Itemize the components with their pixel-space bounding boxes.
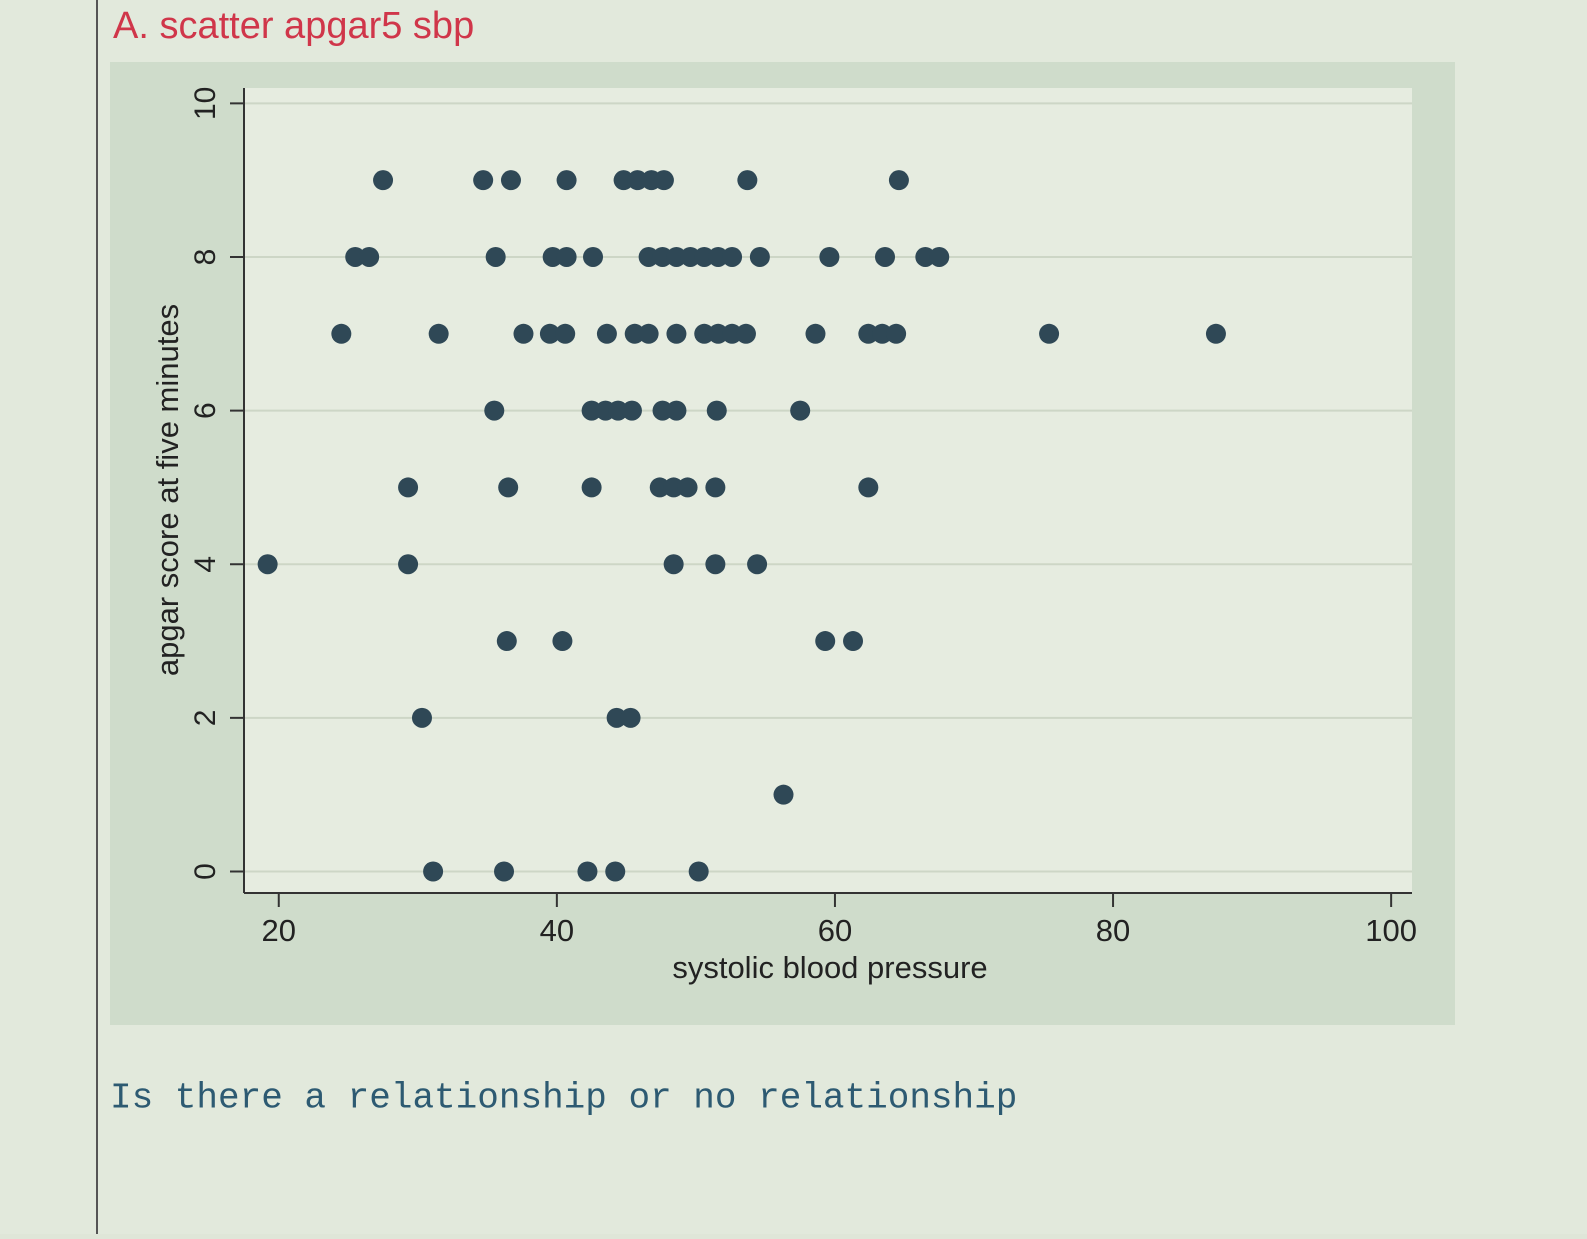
- point: [513, 323, 534, 344]
- point: [428, 323, 449, 344]
- point: [708, 246, 729, 267]
- point: [620, 707, 641, 728]
- point: [500, 170, 521, 191]
- point: [555, 323, 576, 344]
- point: [705, 554, 726, 575]
- plot: 0 2 4 6 8 10 20 40 60 80 100: [189, 87, 1417, 949]
- point: [680, 246, 701, 267]
- y-tick-label: 0: [189, 863, 222, 880]
- point: [606, 707, 627, 728]
- point: [624, 323, 645, 344]
- point: [485, 246, 506, 267]
- point: [705, 477, 726, 498]
- x-tick-label: 60: [818, 913, 852, 948]
- command-title: A. scatter apgar5 sbp: [113, 5, 474, 47]
- point: [1205, 323, 1226, 344]
- point: [790, 400, 811, 421]
- point: [805, 323, 826, 344]
- point: [694, 323, 715, 344]
- point: [556, 170, 577, 191]
- point: [694, 246, 715, 267]
- point: [747, 554, 768, 575]
- point: [872, 323, 893, 344]
- point: [735, 323, 756, 344]
- x-tick-label: 20: [262, 913, 296, 948]
- point: [484, 400, 505, 421]
- y-axis-label: apgar score at five minutes: [150, 304, 185, 676]
- point: [929, 246, 950, 267]
- point: [886, 323, 907, 344]
- point: [915, 246, 936, 267]
- point: [663, 554, 684, 575]
- y-tick-label: 6: [189, 402, 222, 419]
- point: [581, 477, 602, 498]
- point: [605, 861, 626, 882]
- point: [815, 631, 836, 652]
- point: [677, 477, 698, 498]
- point: [539, 323, 560, 344]
- point: [331, 323, 352, 344]
- y-tick-label: 10: [189, 87, 222, 120]
- point: [819, 246, 840, 267]
- point: [494, 861, 515, 882]
- point: [737, 170, 758, 191]
- point: [345, 246, 366, 267]
- point: [858, 477, 879, 498]
- point: [556, 246, 577, 267]
- point: [749, 246, 770, 267]
- point: [1039, 323, 1060, 344]
- point: [359, 246, 380, 267]
- point: [666, 400, 687, 421]
- point: [577, 861, 598, 882]
- point: [583, 246, 604, 267]
- point: [423, 861, 444, 882]
- point: [722, 246, 743, 267]
- point: [722, 323, 743, 344]
- point: [596, 323, 617, 344]
- point: [627, 170, 648, 191]
- point: [706, 400, 727, 421]
- x-tick-label: 40: [540, 913, 574, 948]
- x-tick-label: 100: [1365, 913, 1417, 948]
- point: [649, 477, 670, 498]
- plot-area: [244, 88, 1412, 893]
- point: [843, 631, 864, 652]
- point: [552, 631, 573, 652]
- point: [652, 400, 673, 421]
- point: [608, 400, 629, 421]
- point: [498, 477, 519, 498]
- point: [613, 170, 634, 191]
- point: [398, 477, 419, 498]
- point: [663, 477, 684, 498]
- x-axis-label: systolic blood pressure: [672, 950, 987, 985]
- point: [496, 631, 517, 652]
- point: [638, 246, 659, 267]
- y-tick-label: 8: [189, 249, 222, 266]
- point: [708, 323, 729, 344]
- point: [473, 170, 494, 191]
- point: [638, 323, 659, 344]
- point: [398, 554, 419, 575]
- question: Is there a relationship or no relationsh…: [110, 1078, 1017, 1119]
- point: [688, 861, 709, 882]
- point: [858, 323, 879, 344]
- y-tick-label: 2: [189, 710, 222, 727]
- point: [666, 323, 687, 344]
- point: [373, 170, 394, 191]
- point: [621, 400, 642, 421]
- point: [666, 246, 687, 267]
- point: [888, 170, 909, 191]
- point: [875, 246, 896, 267]
- x-tick-label: 80: [1096, 913, 1130, 948]
- point: [542, 246, 563, 267]
- point: [773, 784, 794, 805]
- point: [581, 400, 602, 421]
- y-tick-label: 4: [189, 556, 222, 573]
- point: [653, 170, 674, 191]
- point: [652, 246, 673, 267]
- point: [257, 554, 278, 575]
- point: [411, 707, 432, 728]
